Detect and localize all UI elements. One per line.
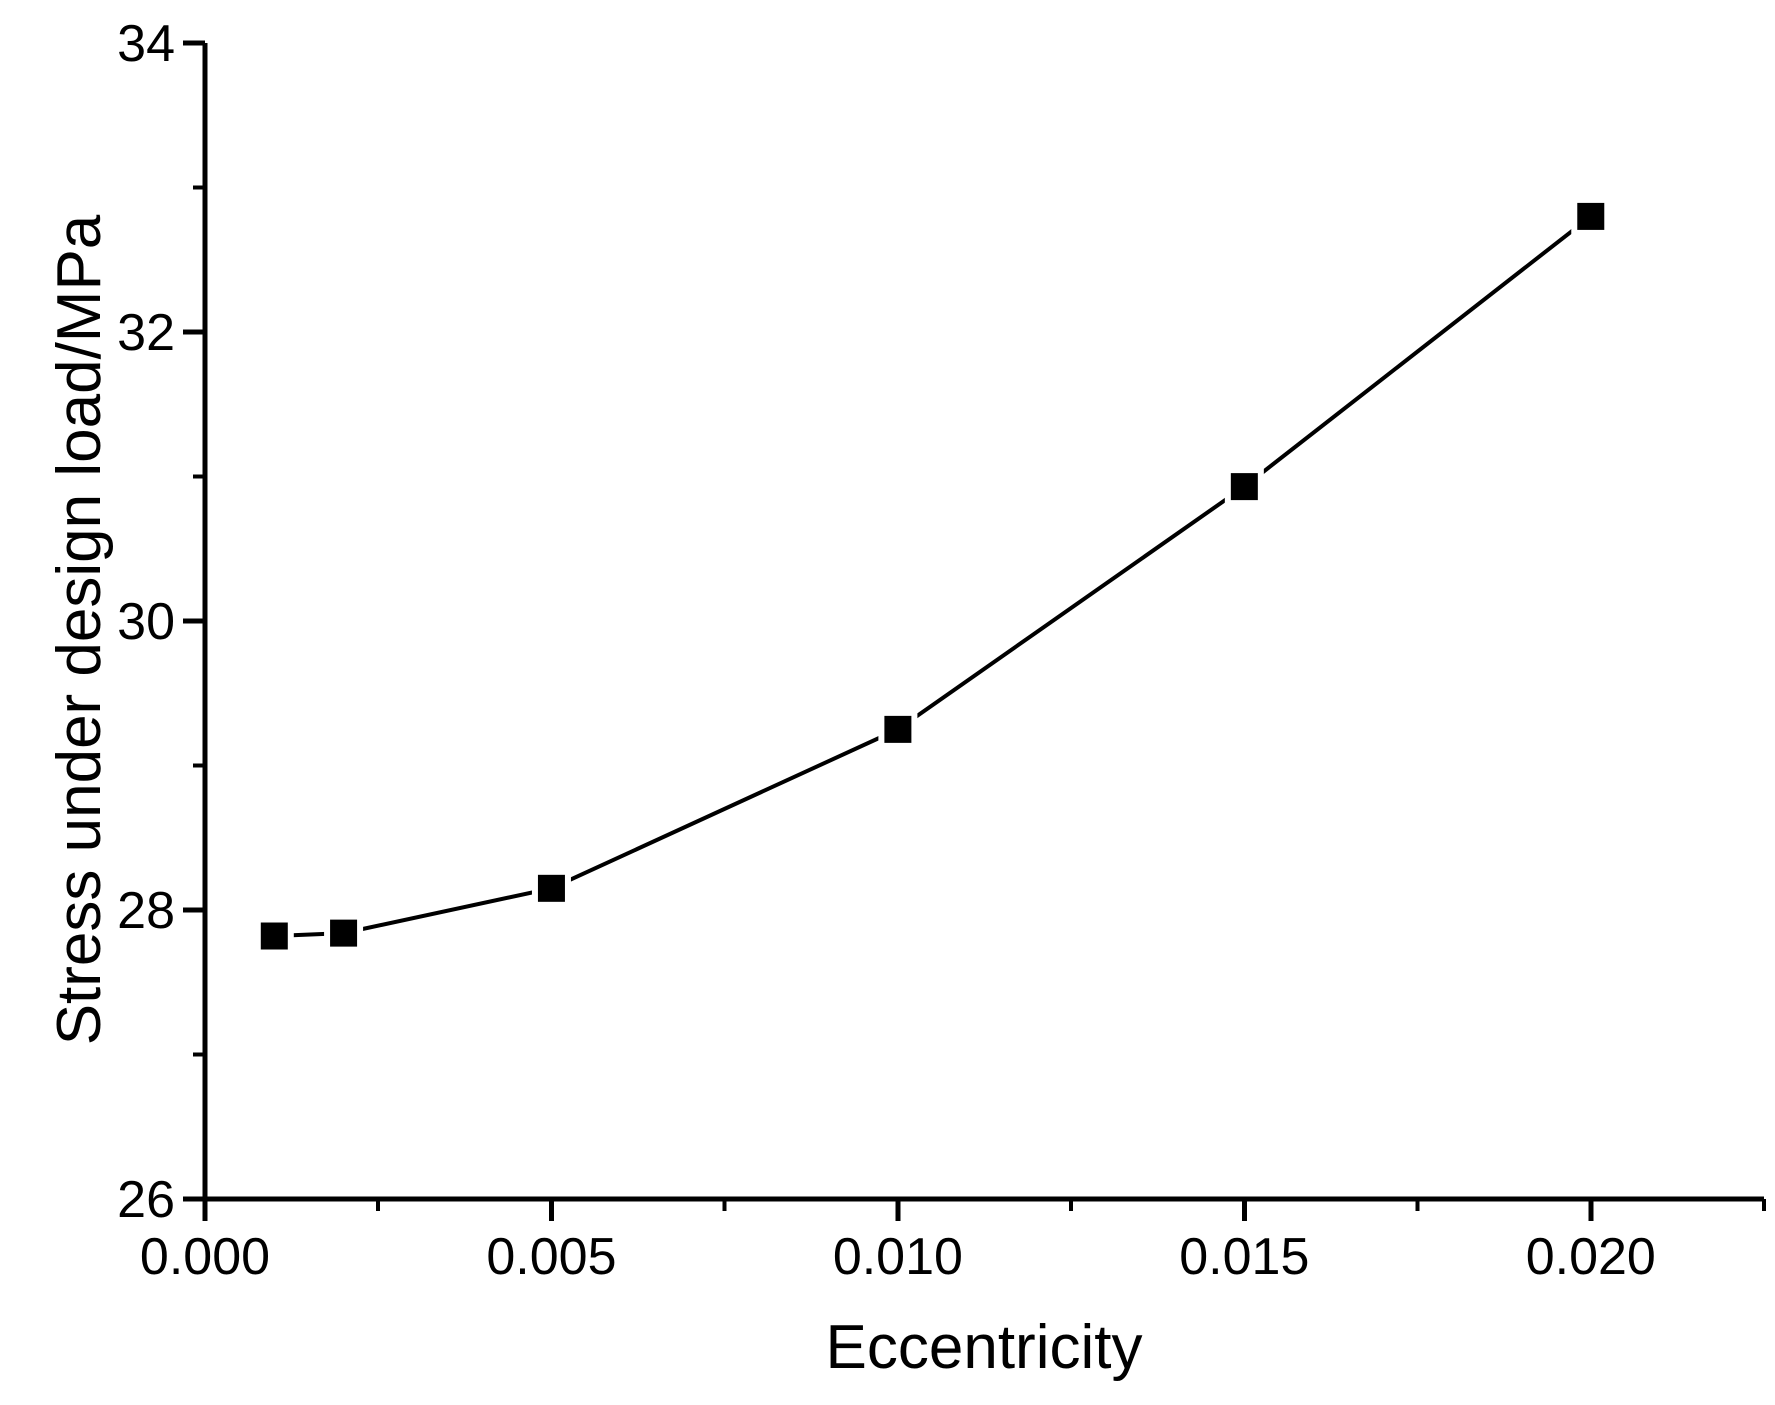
y-axis-title: Stress under design load/MPa [45, 214, 114, 1045]
data-point-marker [537, 874, 565, 902]
y-tick-label: 26 [117, 1171, 175, 1229]
x-tick-label: 0.005 [486, 1228, 616, 1286]
x-tick-label: 0.000 [140, 1228, 270, 1286]
y-tick-label: 34 [117, 15, 175, 73]
data-point-marker [330, 919, 358, 947]
x-tick-label: 0.020 [1526, 1228, 1656, 1286]
data-point-marker [884, 715, 912, 743]
y-tick-label: 28 [117, 882, 175, 940]
data-point-marker [1230, 473, 1258, 501]
plot-layer: 0.000 0.005 0.010 0.015 0.020 26 28 30 32 34 [117, 15, 1766, 1286]
data-point-marker [1577, 202, 1605, 230]
x-tick-label: 0.015 [1179, 1228, 1309, 1286]
y-tick-label: 30 [117, 593, 175, 651]
series-line [274, 214, 1593, 939]
x-axis-title: Eccentricity [826, 1313, 1143, 1382]
data-point-marker [260, 922, 288, 950]
x-tick-label: 0.010 [833, 1228, 963, 1286]
y-tick-label: 32 [117, 304, 175, 362]
